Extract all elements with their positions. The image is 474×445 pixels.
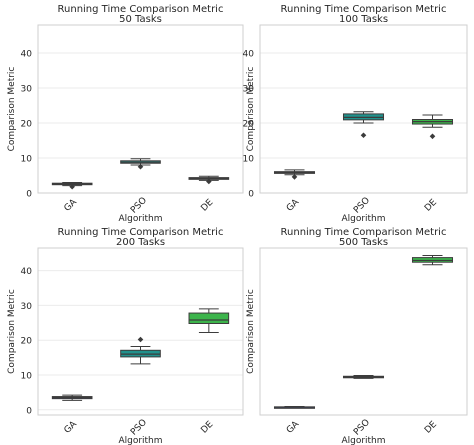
y-tick-label: 10 <box>21 155 33 165</box>
outlier-point <box>291 174 298 180</box>
x-axis-label: Algorithm <box>118 436 162 445</box>
y-tick-label: 10 <box>21 371 33 381</box>
outlier-point <box>360 132 367 139</box>
x-tick-label: DE <box>199 419 215 435</box>
chart-title: Running Time Comparison Metric <box>58 4 224 15</box>
y-tick-label: 0 <box>248 190 254 200</box>
box-de <box>188 312 230 324</box>
chart-title: Running Time Comparison Metric <box>281 4 447 15</box>
y-tick-label: 40 <box>243 50 255 60</box>
outlier-point <box>69 183 75 190</box>
x-tick-label: GA <box>285 419 302 436</box>
y-tick-label: 0 <box>26 406 32 416</box>
y-axis-label: Comparison Metric <box>7 289 17 374</box>
x-tick-label: PSO <box>352 196 372 216</box>
x-axis-label: Algorithm <box>118 214 162 224</box>
plot-frame <box>37 247 244 416</box>
y-tick-label: 0 <box>26 190 32 200</box>
x-tick-label: DE <box>199 197 215 213</box>
y-axis-label: Comparison Metric <box>7 67 17 152</box>
chart-title: Running Time Comparison Metric <box>281 227 447 238</box>
y-tick-label: 10 <box>243 155 255 165</box>
y-tick-label: 20 <box>21 120 33 130</box>
x-tick-label: DE <box>423 197 439 213</box>
outlier-point <box>429 133 436 140</box>
chart-panel-2: 0 10 20 30 40 GA PSO DE Running Time Comparison … <box>243 4 468 224</box>
outlier-point <box>137 163 144 170</box>
plot-frame <box>259 247 468 416</box>
outlier-point <box>137 336 144 343</box>
x-tick-label: DE <box>423 419 439 435</box>
y-tick-label: 40 <box>21 50 33 60</box>
chart-subtitle: 50 Tasks <box>119 14 162 25</box>
x-tick-label: PSO <box>129 418 149 438</box>
y-tick-label: 30 <box>243 85 255 95</box>
x-tick-label: PSO <box>352 418 372 438</box>
y-tick-label: 40 <box>21 267 33 277</box>
x-tick-label: GA <box>63 197 80 214</box>
y-tick-label: 20 <box>243 120 255 130</box>
x-tick-label: PSO <box>129 196 149 216</box>
x-tick-label: GA <box>63 419 80 436</box>
chart-panel-3: 0 10 20 30 40 GA PSO DE Running Time Comparison … <box>7 227 244 445</box>
y-tick-label: 30 <box>21 85 33 95</box>
plot-frame <box>259 24 468 194</box>
x-axis-label: Algorithm <box>341 214 385 224</box>
y-tick-label: 30 <box>21 302 33 312</box>
plot-frame <box>37 24 244 194</box>
x-tick-label: GA <box>285 197 302 214</box>
y-tick-label: 20 <box>21 337 33 347</box>
y-axis-label: Comparison Metric <box>246 289 256 374</box>
chart-subtitle: 100 Tasks <box>339 14 388 25</box>
chart-subtitle: 200 Tasks <box>116 237 165 248</box>
y-axis-label: Comparison Metric <box>246 67 256 152</box>
chart-title: Running Time Comparison Metric <box>58 227 224 238</box>
x-axis-label: Algorithm <box>341 436 385 445</box>
chart-subtitle: 500 Tasks <box>339 237 388 248</box>
chart-panel-4: GA PSO DE Running Time Comparison Metric500… <box>246 227 468 445</box>
outlier-point <box>206 178 212 185</box>
chart-panel-1: 0 10 20 30 40 GA PSO DE Running Time Comparison … <box>7 4 244 224</box>
